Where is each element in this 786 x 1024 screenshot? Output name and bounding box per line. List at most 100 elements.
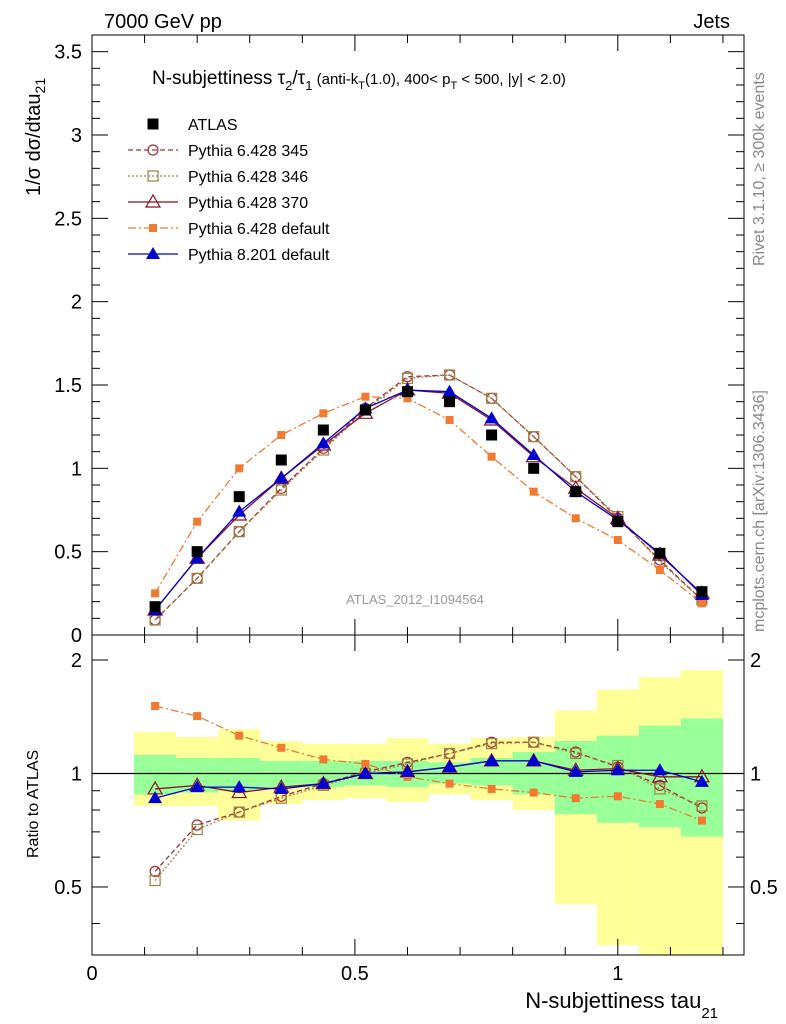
main-point-p346 xyxy=(233,526,245,538)
ratio-point-p370 xyxy=(651,768,668,783)
main-line-p6def xyxy=(154,396,703,604)
ratio-point-p6def xyxy=(655,799,664,808)
tick-label: 3 xyxy=(71,125,82,147)
ratio-series xyxy=(147,702,710,887)
main-point-p6def xyxy=(655,566,664,574)
legend-marker xyxy=(149,224,157,232)
main-point-atlas xyxy=(275,454,287,466)
tick-label: 1 xyxy=(750,763,761,785)
ratio-point-p8def xyxy=(652,763,667,776)
main-point-p8def xyxy=(232,504,247,517)
legend-marker xyxy=(144,193,162,208)
main-point-p6def xyxy=(613,536,622,544)
tick-label: 1.5 xyxy=(54,375,82,397)
tick-label: 0.5 xyxy=(54,542,82,564)
ratio-frame xyxy=(91,634,745,956)
main-point-atlas xyxy=(486,429,498,441)
axis-ticks: 0 0.5 1 0 0.5 1 1.5 2 2.5 3 3.5 0.5 0.5 1 1 2 2 xyxy=(54,34,778,985)
main-point-atlas xyxy=(149,601,161,613)
ratio-point-p8def xyxy=(400,764,415,777)
ratio-line-p346 xyxy=(154,741,703,881)
tick-label: 0.5 xyxy=(341,963,369,985)
ratio-point-p6def xyxy=(151,702,160,711)
legend-marker xyxy=(146,247,160,259)
ratio-line-p345 xyxy=(154,741,703,872)
ratio-point-p8def xyxy=(568,764,583,777)
ratio-point-p8def xyxy=(526,753,541,766)
ratio-point-p346 xyxy=(654,783,666,795)
main-point-p6def xyxy=(277,431,286,439)
ratio-point-p8def xyxy=(610,763,625,776)
plot-title: N-subjettiness τ2/τ1 (anti-kT(1.0), 400<… xyxy=(152,68,566,93)
legend-label: Pythia 6.428 370 xyxy=(188,195,308,212)
main-point-p346 xyxy=(528,431,540,443)
main-point-p6def xyxy=(529,487,538,496)
ratio-point-p6def xyxy=(193,712,202,721)
analysis-watermark: ATLAS_2012_I1094564 xyxy=(346,592,484,607)
legend-marker xyxy=(147,118,159,130)
ratio-point-p6def xyxy=(277,743,286,752)
main-point-atlas xyxy=(528,462,540,474)
ratio-point-p346 xyxy=(570,747,582,760)
legend-label: Pythia 6.428 345 xyxy=(188,143,308,160)
legend-label: ATLAS xyxy=(188,117,238,134)
ratio-point-p6def xyxy=(487,784,496,793)
main-point-p8def xyxy=(484,411,499,424)
main-point-p6def xyxy=(403,394,412,403)
ratio-uncertainty-bands xyxy=(134,670,723,955)
ratio-point-p8def xyxy=(316,776,331,789)
tick-label: 2 xyxy=(71,292,82,314)
legend-entry-atlas: ATLAS xyxy=(147,117,238,134)
main-point-p346 xyxy=(486,392,498,404)
ratio-point-p8def xyxy=(694,774,709,787)
ratio-point-p346 xyxy=(486,738,498,750)
ratio-point-p8def xyxy=(442,760,457,773)
legend-entry-p346: Pythia 6.428 346 xyxy=(128,169,308,186)
tick-label: 1 xyxy=(71,763,82,785)
main-series xyxy=(147,369,710,626)
ratio-point-p6def xyxy=(613,792,622,801)
ratio-line-p6def xyxy=(154,705,703,822)
main-point-atlas xyxy=(401,386,413,398)
ratio-point-p346 xyxy=(149,874,161,887)
main-point-p6def xyxy=(697,599,706,608)
legend-label: Pythia 6.428 default xyxy=(188,221,330,238)
main-point-p6def xyxy=(487,452,496,461)
tick-label: 0.5 xyxy=(750,877,778,899)
ratio-point-p346 xyxy=(233,806,245,818)
ratio-point-p6def xyxy=(697,816,706,825)
main-line-p370 xyxy=(154,389,703,611)
tick-label: 1 xyxy=(612,963,623,985)
ratio-point-p6def xyxy=(361,759,370,768)
main-point-atlas xyxy=(570,486,582,498)
legend-entry-p8def: Pythia 8.201 default xyxy=(128,247,330,264)
legend-entry-p345: Pythia 6.428 345 xyxy=(128,143,308,160)
ratio-line-p8def xyxy=(154,760,703,799)
tick-label: 0.5 xyxy=(54,877,82,899)
ratio-point-p345 xyxy=(149,865,161,877)
main-point-p6def xyxy=(445,416,454,424)
main-point-p8def xyxy=(316,436,331,449)
legend-label: Pythia 8.201 default xyxy=(188,247,330,264)
ratio-point-p346 xyxy=(443,747,456,760)
main-point-p6def xyxy=(193,517,202,526)
inner-band-bin xyxy=(554,740,597,815)
main-point-p6def xyxy=(361,392,370,401)
legend-marker xyxy=(147,144,159,156)
ratio-point-p6def xyxy=(235,731,244,740)
ratio-point-p8def xyxy=(484,753,499,766)
legend: ATLAS Pythia 6.428 345 Pythia 6.428 346 Pyt… xyxy=(128,117,330,264)
inner-band-bin xyxy=(596,735,639,823)
rivet-label: Rivet 3.1.10, ≥ 300k events xyxy=(751,72,768,266)
tick-label: 3.5 xyxy=(54,42,82,64)
ratio-point-p6def xyxy=(529,788,538,797)
main-point-p6def xyxy=(235,464,244,473)
main-point-atlas xyxy=(444,396,456,408)
ratio-point-p8def xyxy=(148,791,163,804)
tick-label: 2 xyxy=(71,650,82,672)
main-point-atlas xyxy=(359,404,371,416)
main-point-p8def xyxy=(274,471,289,484)
ratio-point-p6def xyxy=(571,794,580,803)
main-point-p8def xyxy=(190,551,205,564)
